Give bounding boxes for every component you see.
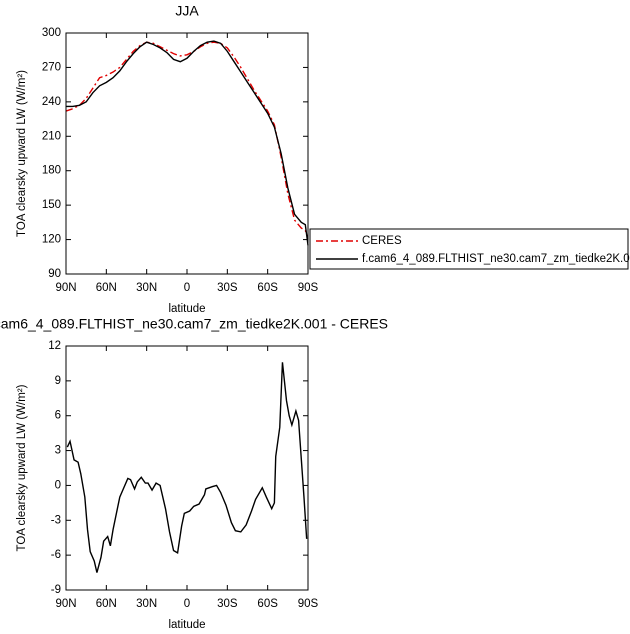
x-tick-label: 90S xyxy=(298,282,319,294)
x-tick-label: 0 xyxy=(184,282,190,294)
chart-title: JJA xyxy=(175,3,199,19)
legend-label: f.cam6_4_089.FLTHIST_ne30.cam7_zm_tiedke… xyxy=(362,253,630,265)
chart-title: f.cam6_4_089.FLTHIST_ne30.cam7_zm_tiedke… xyxy=(0,316,388,332)
y-tick-label: 270 xyxy=(42,61,61,73)
x-tick-label: 30N xyxy=(136,282,157,294)
x-tick-label: 90N xyxy=(55,282,76,294)
data-line xyxy=(66,362,308,573)
y-tick-label: 0 xyxy=(55,479,61,491)
y-tick-label: 150 xyxy=(42,199,61,211)
y-tick-label: 300 xyxy=(42,27,61,39)
x-tick-label: 60N xyxy=(96,282,117,294)
x-tick-label: 30S xyxy=(217,282,238,294)
plot-frame xyxy=(65,32,309,275)
y-axis-label: TOA clearsky upward LW (W/m²) xyxy=(16,70,28,237)
y-tick-label: -3 xyxy=(51,514,61,526)
data-line xyxy=(66,40,309,246)
y-tick-label: -6 xyxy=(51,549,61,561)
y-tick-label: 90 xyxy=(48,268,61,280)
y-tick-label: 210 xyxy=(42,130,61,142)
y-tick-label: -9 xyxy=(51,584,61,596)
x-tick-label: 60S xyxy=(257,282,278,294)
y-axis-label: TOA clearsky upward LW (W/m²) xyxy=(16,384,28,551)
y-tick-label: 240 xyxy=(42,96,61,108)
legend-box xyxy=(309,228,629,270)
y-tick-label: 9 xyxy=(55,375,61,387)
y-tick-label: 6 xyxy=(55,410,61,422)
legend-label: CERES xyxy=(362,235,402,247)
x-tick-label: 30S xyxy=(217,598,238,610)
y-tick-label: 3 xyxy=(55,445,61,457)
x-tick-label: 90N xyxy=(55,598,76,610)
x-tick-label: 90S xyxy=(298,598,319,610)
y-tick-label: 180 xyxy=(42,165,61,177)
x-tick-label: 30N xyxy=(136,598,157,610)
x-tick-label: 0 xyxy=(184,598,190,610)
y-tick-label: 12 xyxy=(48,340,61,352)
y-tick-label: 120 xyxy=(42,234,61,246)
x-axis-label: latitude xyxy=(168,619,205,631)
x-tick-label: 60S xyxy=(257,598,278,610)
data-line xyxy=(65,41,309,239)
x-tick-label: 60N xyxy=(96,598,117,610)
x-axis-label: latitude xyxy=(168,303,205,315)
